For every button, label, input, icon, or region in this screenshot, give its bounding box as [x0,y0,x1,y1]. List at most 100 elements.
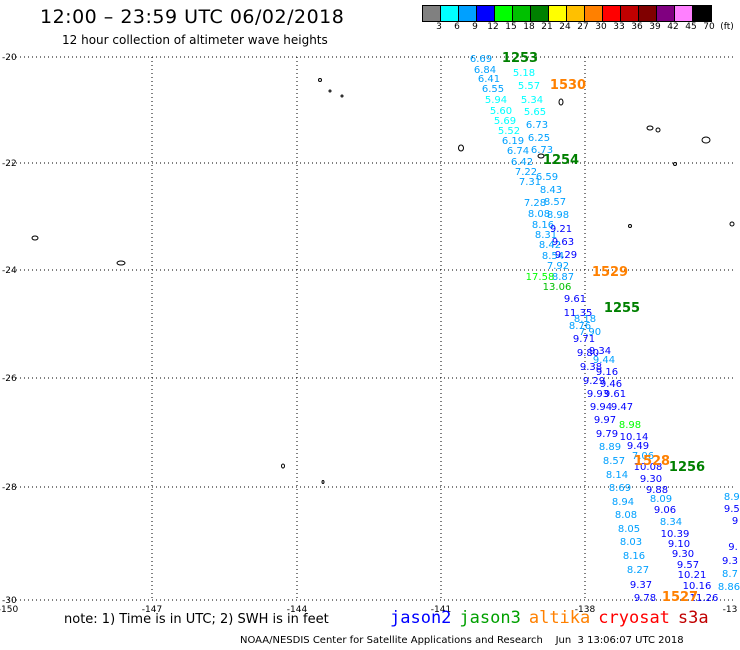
wave-height-value: 8.08 [615,510,637,521]
wave-height-value: 9.61 [604,389,626,400]
color-scale-label: 21 [541,22,553,32]
wave-height-value: 8.18 [574,314,596,325]
wave-height-value: 8.27 [627,565,649,576]
island [701,136,711,144]
wave-height-value: 8.69 [609,483,631,494]
wave-height-value: 9.97 [594,415,616,426]
wave-height-value: 8.86 [718,582,740,593]
track-time-label: 1527 [662,590,698,605]
color-swatch [495,6,513,21]
wave-height-value: 9.21 [550,224,572,235]
wave-height-value: 8.57 [544,197,566,208]
wave-height-value: 7.90 [579,327,601,338]
wave-height-value: 8.98 [547,210,569,221]
wave-height-value: 10.21 [678,570,707,581]
wave-height-value: 9.57 [677,560,699,571]
track-time-label: 1256 [669,460,705,475]
wave-height-value: 8.03 [620,537,642,548]
wave-height-value: 9.61 [564,294,586,305]
wave-height-value: 11.26 [690,593,719,604]
wave-height-value: 5.69 [494,116,516,127]
wave-height-value: 9.94 [590,402,612,413]
island [318,78,322,82]
wave-height-value: 10.14 [620,432,649,443]
wave-height-value: 9.79 [596,429,618,440]
wave-height-value: 8.7 [722,569,738,580]
wave-height-value: 9.3 [722,556,738,567]
wave-height-value: 9.34 [589,346,611,357]
wave-height-value: 9.88 [646,485,668,496]
wave-height-value: 7.92 [547,261,569,272]
altimeter-tracks: 6.696.846.416.555.945.605.695.526.196.74… [470,54,740,604]
wave-height-value: 8.94 [612,497,634,508]
legend-entry: jason3 [459,608,521,628]
wave-height-value: 9.80 [577,348,599,359]
color-scale-label: 45 [685,22,697,32]
wave-height-value: 9.37 [630,580,652,591]
color-scale-label: 33 [613,22,625,32]
wave-height-value: 6.25 [528,133,550,144]
track-time-label: 1529 [592,265,628,280]
wave-height-value: 8.16 [532,220,554,231]
wave-height-value: 6.55 [482,84,504,95]
wave-height-value: 9.06 [654,505,676,516]
color-scale-label: 30 [595,22,607,32]
wave-height-value: 9 [732,516,738,527]
wave-height-value: 10.16 [683,581,712,592]
wave-height-value: 8.76 [569,321,591,332]
color-scale-label: 39 [649,22,661,32]
wave-height-value: 5.18 [513,68,535,79]
color-swatch [639,6,657,21]
color-swatch [567,6,585,21]
color-swatch [657,6,675,21]
color-swatch [621,6,639,21]
wave-height-value: 9.49 [627,441,649,452]
wave-height-value: 9.46 [600,379,622,390]
color-swatch [603,6,621,21]
longitude-label: -147 [142,605,162,615]
axis-tick-labels: -150 -147 -144 -141 -138 -13 -20 -22 -24 -26 -28 -3… [0,53,737,615]
track-time-label: 1254 [543,153,579,168]
wave-height-value: 5.94 [485,95,507,106]
wave-height-value: 6.84 [474,65,496,76]
island [673,162,677,166]
color-swatch [513,6,531,21]
wave-height-value: 9.30 [640,474,662,485]
wave-height-value: 8.09 [650,494,672,505]
wave-height-value: 6.59 [536,172,558,183]
wave-height-value: 11.35 [564,308,593,319]
wave-height-value: 17.58 [526,272,555,283]
island [537,153,545,159]
wave-height-value: 8.08 [528,209,550,220]
legend-entry: s3a [677,608,709,628]
color-scale-label: (ft) [720,22,734,32]
longitude-label: -141 [431,605,451,615]
wave-height-value: 9.93 [587,389,609,400]
wave-height-value: 8.16 [623,551,645,562]
wave-height-value: 8.91 [724,492,740,503]
wave-height-value: 9.63 [552,237,574,248]
island [646,125,654,131]
island [655,127,661,133]
color-scale-bar [422,5,712,22]
wave-height-value: 9.50 [724,504,740,515]
map-title: 12:00 – 23:59 UTC 06/02/2018 [40,6,345,28]
map-subtitle: 12 hour collection of altimeter wave hei… [62,33,328,47]
island [458,144,464,152]
wave-height-value: 8.31 [535,230,557,241]
wave-height-value: 8.14 [606,470,628,481]
island [340,94,344,98]
island [628,224,632,228]
legend-entry: altika [528,608,591,628]
island [328,89,332,93]
island [321,480,325,484]
legend-entry: cryosat [598,608,670,628]
color-scale-label: 27 [577,22,589,32]
wave-height-value: 8.98 [619,420,641,431]
color-scale-label: 15 [505,22,517,32]
wave-height-value: 9.44 [593,355,615,366]
footer-credit: NOAA/NESDIS Center for Satellite Applica… [240,635,684,646]
color-scale-label: 70 [703,22,715,32]
